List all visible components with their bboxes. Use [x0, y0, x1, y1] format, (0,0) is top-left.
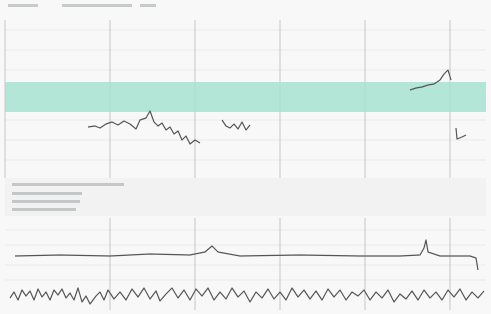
paper: [0, 0, 491, 314]
normal-range-band: [5, 82, 486, 112]
ctg-printout: [0, 0, 491, 314]
